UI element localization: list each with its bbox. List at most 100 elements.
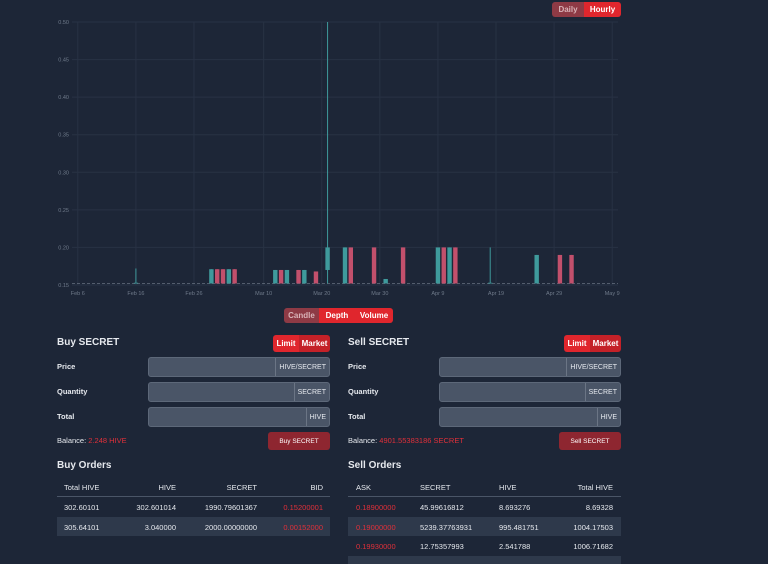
input-box[interactable]: HIVE: [439, 407, 621, 427]
candle-body: [325, 247, 330, 270]
column-header: SECRET: [420, 483, 451, 492]
field-label: Total: [348, 412, 366, 421]
column-header: Total HIVE: [64, 483, 100, 492]
orders-title: Buy Orders: [57, 460, 112, 471]
balance: Balance: 2.248 HIVE: [57, 436, 127, 445]
mode-button[interactable]: Market: [299, 335, 330, 352]
table-cell: 302.60101: [64, 503, 100, 512]
table-cell: 13.756992: [499, 562, 534, 564]
input-box[interactable]: SECRET: [439, 382, 621, 402]
input-box[interactable]: HIVE: [148, 407, 330, 427]
candle-body: [226, 269, 232, 284]
input-unit: HIVE/SECRET: [566, 358, 620, 376]
candle-body: [557, 254, 563, 284]
table-row: [348, 516, 621, 536]
column-header: ASK: [356, 483, 372, 492]
column-header: Total HIVE: [577, 483, 613, 492]
candle-body: [313, 271, 319, 284]
table-cell: 2000.00000000: [204, 522, 257, 532]
x-tick-label: Apr 29: [546, 291, 562, 297]
candle-body: [488, 282, 493, 284]
input-unit: SECRET: [584, 383, 620, 401]
balance-label: Balance:: [57, 436, 87, 445]
y-tick-label: 0.15: [58, 283, 69, 289]
input-box[interactable]: HIVE/SECRET: [148, 357, 330, 377]
submit-button[interactable]: Buy SECRET: [268, 432, 330, 450]
table-cell: 305.64101: [64, 522, 100, 532]
field-label: Total: [57, 412, 75, 421]
x-tick-label: Apr 19: [488, 291, 504, 297]
input-unit: HIVE: [305, 408, 329, 426]
input-unit: SECRET: [293, 383, 329, 401]
mode-button[interactable]: Market: [590, 335, 621, 352]
input-box[interactable]: SECRET: [148, 382, 330, 402]
candle-body: [383, 278, 388, 284]
x-tick-label: Feb 16: [127, 291, 144, 297]
submit-button[interactable]: Sell SECRET: [559, 432, 621, 450]
table-cell: 34.39248044: [420, 562, 464, 564]
table-cell: 3.040000: [144, 522, 176, 532]
mode-button[interactable]: Limit: [564, 335, 590, 352]
balance-value: 2.248 HIVE: [88, 436, 127, 445]
interval_toggle-button[interactable]: Hourly: [584, 2, 621, 17]
input-unit: HIVE: [596, 408, 620, 426]
x-tick-label: Mar 20: [313, 291, 330, 297]
input-box[interactable]: HIVE/SECRET: [439, 357, 621, 377]
table-cell: 0.15200001: [283, 503, 323, 512]
candle-body: [215, 269, 220, 284]
candle-body: [371, 247, 377, 284]
table-cell: 0.19000000: [356, 522, 396, 532]
field-label: Quantity: [348, 387, 379, 396]
column-header: HIVE: [499, 483, 517, 492]
x-tick-label: Mar 30: [371, 291, 388, 297]
candle-body: [400, 247, 406, 284]
table-cell: 0.40000000: [356, 562, 396, 564]
y-tick-label: 0.45: [58, 58, 69, 64]
balance-value: 4901.55383186 SECRET: [379, 436, 464, 445]
table-cell: 1990.79601367: [204, 503, 257, 512]
y-tick-label: 0.50: [58, 20, 69, 26]
candle-body: [441, 247, 446, 284]
candle-body: [569, 254, 574, 284]
table-cell: 995.481751: [499, 522, 539, 532]
table-cell: 2.541788: [499, 542, 531, 551]
x-tick-label: Mar 10: [255, 291, 272, 297]
candle-body: [435, 247, 441, 284]
candle-body: [284, 269, 290, 284]
chart_toggle-button[interactable]: Candle: [284, 308, 319, 323]
mode-button[interactable]: Limit: [273, 335, 299, 352]
candle-body: [534, 254, 539, 284]
field-label: Price: [348, 362, 367, 371]
x-tick-label: Feb 6: [71, 291, 85, 297]
table-cell: 1020.47381: [573, 562, 613, 564]
table-cell: 0.00152000: [283, 522, 323, 532]
table-row: [348, 555, 621, 564]
chart_toggle-button[interactable]: Depth: [319, 308, 355, 323]
table-cell: 8.693276: [499, 503, 531, 512]
orders-title: Sell Orders: [348, 460, 402, 471]
table-cell: 1006.71682: [573, 542, 613, 551]
interval_toggle-button[interactable]: Daily: [552, 2, 584, 17]
column-header: HIVE: [158, 483, 176, 492]
x-tick-label: May 9: [605, 291, 620, 297]
input-unit: HIVE/SECRET: [275, 358, 329, 376]
candle-body: [209, 269, 214, 284]
candle-body: [302, 269, 307, 284]
y-tick-label: 0.40: [58, 95, 69, 101]
panel-title: Sell SECRET: [348, 337, 410, 348]
candle-body: [220, 269, 226, 284]
table-row: [57, 516, 330, 536]
y-tick-label: 0.30: [58, 170, 69, 176]
x-tick-label: Feb 26: [185, 291, 202, 297]
chart_toggle-button[interactable]: Volume: [355, 308, 393, 323]
field-label: Quantity: [57, 387, 88, 396]
candle-body: [296, 269, 301, 284]
y-tick-label: 0.25: [58, 208, 69, 214]
candle-body: [447, 247, 452, 284]
table-header-bg: [57, 478, 330, 497]
column-header: SECRET: [226, 483, 257, 492]
candle-body: [278, 269, 284, 284]
field-label: Price: [57, 362, 76, 371]
panel-title: Buy SECRET: [57, 337, 120, 348]
table-cell: 0.18900000: [356, 503, 396, 512]
